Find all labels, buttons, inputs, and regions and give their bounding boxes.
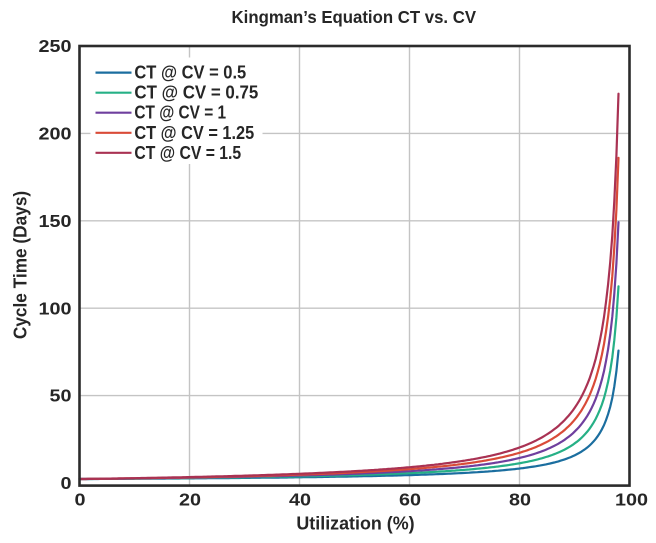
svg-text:Cycle Time (Days): Cycle Time (Days): [9, 191, 30, 339]
svg-text:0: 0: [75, 490, 86, 510]
svg-text:CT @ CV = 1.25: CT @ CV = 1.25: [134, 123, 254, 143]
svg-text:200: 200: [39, 124, 72, 144]
svg-text:CT @ CV = 0.75: CT @ CV = 0.75: [134, 83, 258, 103]
svg-text:CT @ CV = 0.5: CT @ CV = 0.5: [134, 63, 246, 83]
svg-text:Kingman’s Equation CT vs. CV: Kingman’s Equation CT vs. CV: [232, 7, 477, 27]
svg-text:20: 20: [179, 490, 201, 510]
svg-text:250: 250: [39, 36, 72, 56]
svg-text:60: 60: [399, 490, 421, 510]
svg-text:CT @ CV = 1.5: CT @ CV = 1.5: [134, 143, 241, 163]
svg-text:100: 100: [615, 490, 648, 510]
svg-text:100: 100: [39, 298, 72, 318]
svg-text:50: 50: [50, 386, 72, 406]
svg-text:0: 0: [61, 473, 72, 493]
svg-text:150: 150: [39, 211, 72, 231]
svg-text:Utilization (%): Utilization (%): [296, 512, 414, 533]
svg-text:CT @ CV = 1: CT @ CV = 1: [134, 103, 226, 123]
svg-text:80: 80: [509, 490, 531, 510]
svg-text:40: 40: [289, 490, 311, 510]
